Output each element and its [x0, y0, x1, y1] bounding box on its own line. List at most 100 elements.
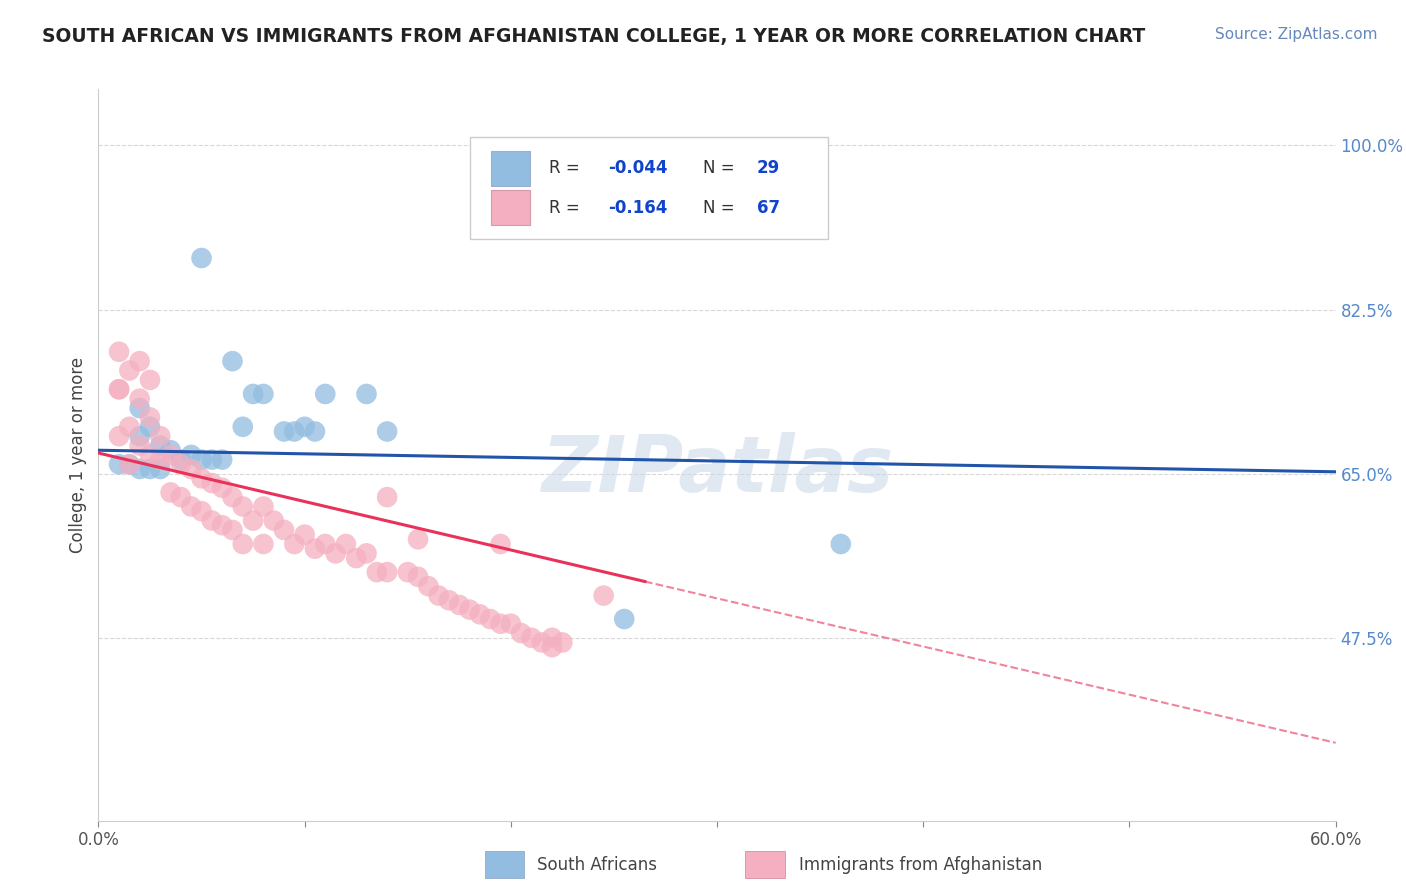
Point [541, 640, 564, 655]
FancyBboxPatch shape [470, 136, 828, 239]
Point [592, 589, 614, 603]
Point [294, 527, 316, 541]
Point [190, 251, 212, 265]
Point [139, 448, 162, 462]
Point [252, 387, 274, 401]
Text: R =: R = [548, 159, 585, 178]
Text: Immigrants from Afghanistan: Immigrants from Afghanistan [799, 856, 1042, 874]
Point [489, 616, 512, 631]
Point [170, 452, 193, 467]
Point [108, 344, 131, 359]
Point [356, 387, 378, 401]
Point [201, 452, 224, 467]
Point [180, 500, 202, 514]
Point [314, 387, 336, 401]
Point [128, 354, 150, 368]
Text: ZIPatlas: ZIPatlas [541, 432, 893, 508]
Point [128, 401, 150, 415]
Point [375, 490, 398, 504]
FancyBboxPatch shape [491, 151, 530, 186]
Point [427, 589, 450, 603]
Point [406, 533, 429, 547]
Point [170, 490, 193, 504]
Point [190, 504, 212, 518]
Point [211, 518, 233, 533]
Point [108, 382, 131, 396]
Point [551, 635, 574, 649]
Point [283, 425, 305, 439]
Point [139, 373, 162, 387]
Point [242, 387, 264, 401]
Point [108, 458, 131, 472]
Point [458, 602, 481, 616]
Y-axis label: College, 1 year or more: College, 1 year or more [69, 357, 87, 553]
Point [149, 429, 172, 443]
Point [325, 546, 347, 560]
Point [211, 481, 233, 495]
Point [139, 419, 162, 434]
Point [613, 612, 636, 626]
Point [149, 438, 172, 452]
Text: Source: ZipAtlas.com: Source: ZipAtlas.com [1215, 27, 1378, 42]
Point [252, 537, 274, 551]
Point [159, 485, 181, 500]
Point [201, 514, 224, 528]
Point [149, 452, 172, 467]
FancyBboxPatch shape [491, 190, 530, 226]
Point [356, 546, 378, 560]
Point [263, 514, 285, 528]
Text: N =: N = [703, 199, 741, 217]
Point [221, 490, 243, 504]
Text: -0.164: -0.164 [609, 199, 668, 217]
Point [232, 537, 254, 551]
Point [541, 631, 564, 645]
Text: N =: N = [703, 159, 741, 178]
Point [314, 537, 336, 551]
Point [221, 354, 243, 368]
Point [118, 458, 141, 472]
Point [406, 570, 429, 584]
Point [201, 476, 224, 491]
Point [335, 537, 357, 551]
Point [468, 607, 491, 622]
Point [118, 458, 141, 472]
Point [128, 429, 150, 443]
Point [304, 425, 326, 439]
Text: 29: 29 [756, 159, 780, 178]
Point [149, 462, 172, 476]
Point [437, 593, 460, 607]
Point [396, 565, 419, 579]
Point [128, 392, 150, 406]
Point [118, 363, 141, 377]
Point [128, 438, 150, 452]
Point [139, 462, 162, 476]
Point [108, 429, 131, 443]
Point [520, 631, 543, 645]
Point [366, 565, 388, 579]
Point [489, 537, 512, 551]
Point [304, 541, 326, 556]
Point [510, 626, 533, 640]
Point [232, 500, 254, 514]
Point [159, 448, 181, 462]
Point [139, 410, 162, 425]
Text: 67: 67 [756, 199, 780, 217]
Point [108, 382, 131, 396]
Point [170, 458, 193, 472]
Point [449, 598, 471, 612]
Text: South Africans: South Africans [537, 856, 657, 874]
Point [159, 443, 181, 458]
Point [221, 523, 243, 537]
Point [375, 565, 398, 579]
Point [118, 419, 141, 434]
Point [211, 452, 233, 467]
Point [180, 448, 202, 462]
Point [530, 635, 553, 649]
Point [294, 419, 316, 434]
Text: -0.044: -0.044 [609, 159, 668, 178]
Text: SOUTH AFRICAN VS IMMIGRANTS FROM AFGHANISTAN COLLEGE, 1 YEAR OR MORE CORRELATION: SOUTH AFRICAN VS IMMIGRANTS FROM AFGHANI… [42, 27, 1146, 45]
Point [128, 462, 150, 476]
Point [180, 462, 202, 476]
Point [273, 425, 295, 439]
Point [499, 616, 522, 631]
